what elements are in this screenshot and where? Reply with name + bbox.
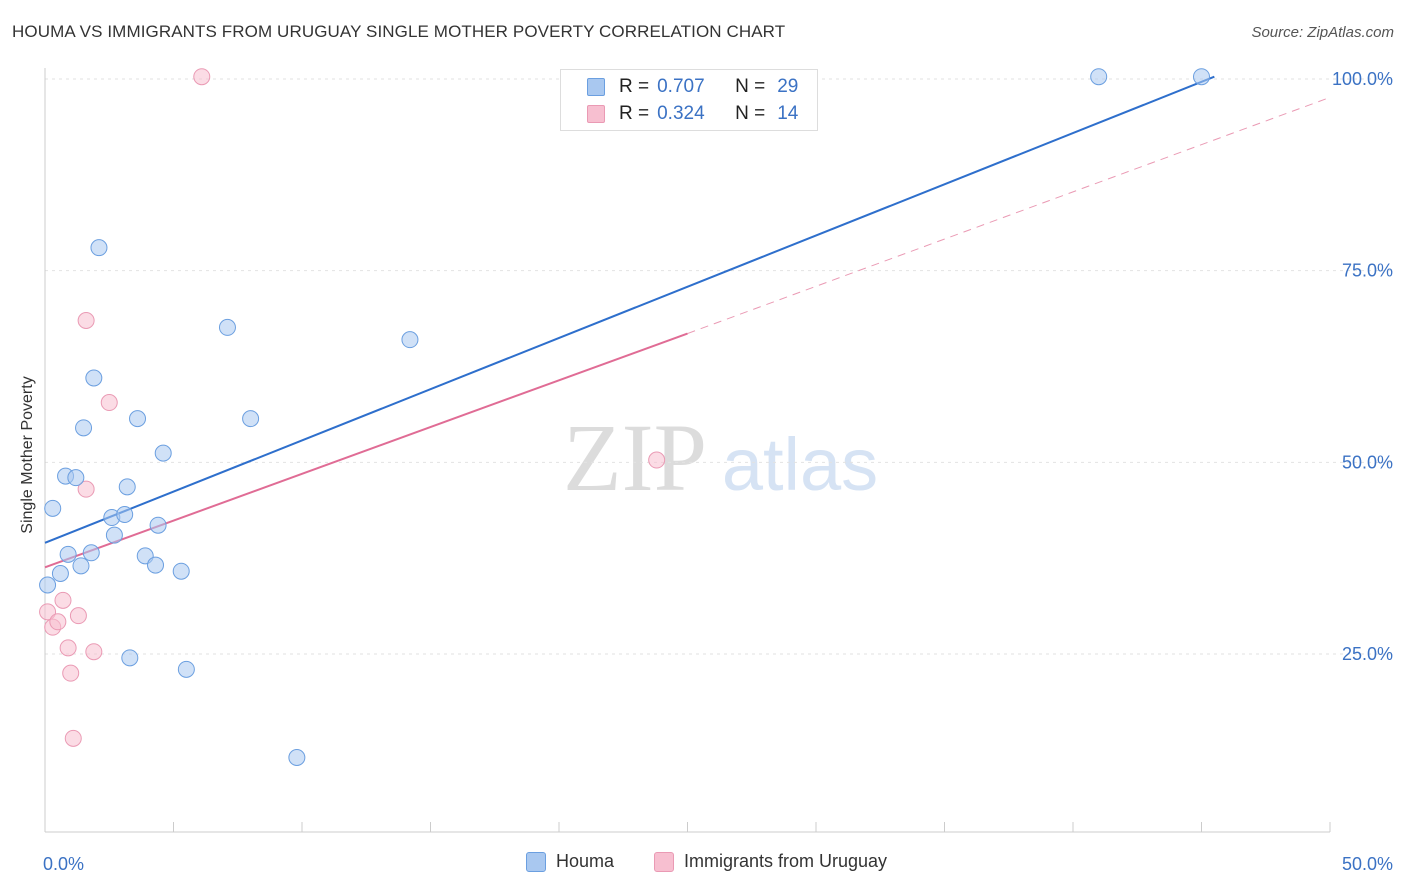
y-tick-label: 50.0% — [1342, 452, 1393, 472]
houma-point — [147, 556, 165, 574]
uruguay-point — [64, 729, 82, 747]
x-tick-label: 50.0% — [1342, 854, 1393, 874]
uruguay-point — [49, 613, 67, 631]
houma-point — [172, 562, 190, 580]
uruguay-trend-extension — [687, 96, 1331, 335]
r-value: 0.707 — [657, 76, 705, 97]
legend-item-houma[interactable]: Houma — [526, 851, 614, 872]
houma-point — [85, 369, 103, 387]
houma-point — [1090, 68, 1108, 86]
tick-labels: 100.0% 75.0% 50.0% 25.0% 0.0% 50.0% — [43, 69, 1393, 874]
r-label: R = — [619, 103, 650, 124]
watermark: ZIP atlas — [563, 404, 878, 511]
houma-legend-swatch — [526, 851, 546, 872]
houma-point — [44, 499, 62, 517]
houma-point — [401, 331, 419, 349]
uruguay-point — [77, 480, 95, 498]
uruguay-point — [54, 591, 72, 609]
houma-point — [149, 516, 167, 534]
legend-item-uruguay[interactable]: Immigrants from Uruguay — [654, 851, 887, 872]
houma-point — [105, 526, 123, 544]
n-label: N = — [735, 103, 766, 124]
uruguay-point — [69, 607, 87, 625]
houma-point — [121, 649, 139, 667]
y-tick-label: 100.0% — [1332, 69, 1393, 89]
houma-point — [75, 419, 93, 437]
y-tick-label: 75.0% — [1342, 261, 1393, 281]
r-value: 0.324 — [657, 103, 705, 124]
watermark-atlas: atlas — [722, 423, 878, 506]
houma-swatch — [587, 78, 605, 96]
houma-point — [177, 660, 195, 678]
uruguay-point — [59, 639, 77, 657]
houma-point — [288, 749, 306, 766]
legend-label-houma: Houma — [556, 851, 615, 871]
houma-point — [154, 444, 172, 462]
uruguay-point — [648, 451, 666, 469]
x-tick-label: 0.0% — [43, 854, 84, 874]
chart-title: HOUMA VS IMMIGRANTS FROM URUGUAY SINGLE … — [12, 22, 786, 41]
watermark-zip: ZIP — [563, 404, 707, 511]
uruguay-point — [62, 664, 80, 682]
legend-label-uruguay: Immigrants from Uruguay — [684, 851, 888, 871]
houma-point — [72, 557, 90, 575]
houma-point — [242, 410, 260, 428]
houma-point — [67, 469, 85, 487]
series-legend: Houma Immigrants from Uruguay — [0, 851, 1406, 879]
stats-legend-row-uruguay: R = 0.324 N = 14 — [587, 102, 798, 126]
y-tick-label: 25.0% — [1342, 644, 1393, 664]
stats-legend: R = 0.707 N = 29 R = 0.324 N = 14 — [560, 69, 818, 131]
houma-point — [1193, 68, 1210, 86]
axes — [44, 68, 1331, 833]
houma-trend-line — [44, 75, 1215, 544]
data-points — [39, 68, 1210, 766]
n-label: N = — [735, 76, 766, 97]
r-label: R = — [619, 76, 650, 97]
houma-point — [82, 544, 100, 562]
uruguay-point — [85, 643, 103, 661]
grid-lines — [45, 78, 1392, 655]
houma-point — [90, 239, 108, 257]
n-value: 14 — [777, 103, 799, 124]
source-label: Source: ZipAtlas.com — [1251, 24, 1394, 41]
n-value: 29 — [777, 76, 799, 97]
uruguay-legend-swatch — [654, 851, 674, 872]
houma-point — [129, 410, 147, 428]
houma-point — [59, 545, 77, 563]
houma-point — [218, 318, 236, 336]
uruguay-swatch — [587, 105, 605, 123]
uruguay-point — [193, 68, 211, 86]
stats-legend-row-houma: R = 0.707 N = 29 — [587, 75, 798, 99]
uruguay-point — [77, 312, 95, 329]
houma-point — [39, 576, 57, 594]
houma-point — [116, 505, 134, 523]
houma-point — [118, 478, 136, 496]
uruguay-point — [39, 603, 57, 621]
houma-point — [51, 565, 69, 582]
uruguay-point — [100, 394, 118, 412]
